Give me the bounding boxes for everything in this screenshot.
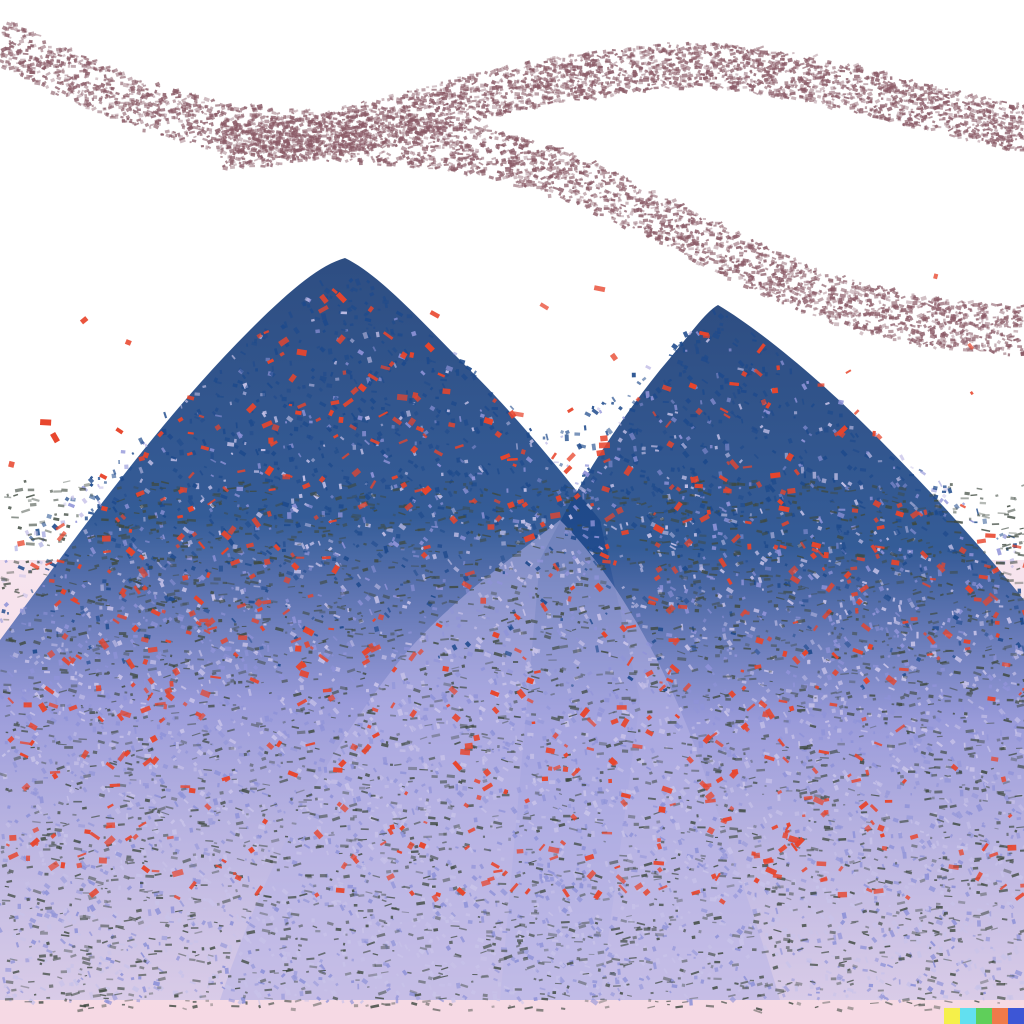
front-ridge — [220, 520, 780, 1000]
signature-swatch — [1008, 1008, 1024, 1024]
signature-color-bar — [944, 1008, 1024, 1024]
cloud-band-lower — [0, 21, 1024, 357]
cloud-band-upper — [219, 41, 1024, 171]
signature-swatch — [944, 1008, 960, 1024]
mountain-texture — [0, 277, 1024, 1007]
signature-swatch — [960, 1008, 976, 1024]
signature-swatch — [992, 1008, 1008, 1024]
red-petals — [5, 273, 1024, 905]
signature-swatch — [976, 1008, 992, 1024]
